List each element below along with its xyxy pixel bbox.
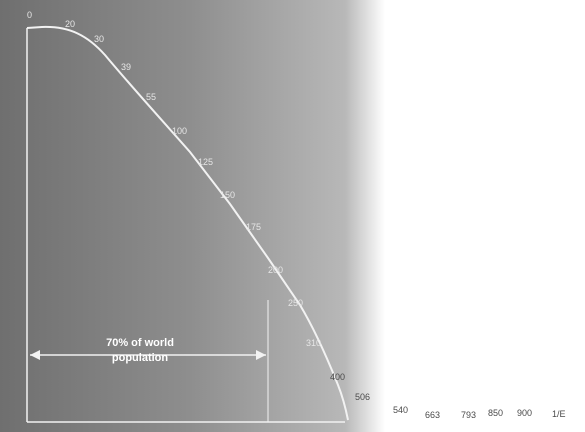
point-label-2: 30 xyxy=(94,34,104,44)
point-label-6: 125 xyxy=(198,157,213,167)
annotation-line-2: population xyxy=(112,352,168,364)
point-label-14: 540 xyxy=(393,405,408,415)
annotation-arrow-right xyxy=(256,350,266,360)
point-label-13: 506 xyxy=(355,392,370,402)
annotation-line-1: 70% of world xyxy=(106,337,174,349)
point-label-4: 55 xyxy=(146,92,156,102)
annotation-arrow-left xyxy=(30,350,40,360)
point-label-1: 20 xyxy=(65,19,75,29)
point-label-15: 663 xyxy=(425,410,440,420)
point-label-19: 1/E xyxy=(552,409,566,419)
point-label-7: 150 xyxy=(220,190,235,200)
chart-panel xyxy=(0,0,345,432)
point-label-5: 100 xyxy=(172,126,187,136)
panel-fade xyxy=(345,0,385,432)
point-labels: 0 20 30 39 55 100 125 150 175 200 250 310 400 506 540 6… xyxy=(27,10,566,420)
point-label-10: 250 xyxy=(288,298,303,308)
point-label-8: 175 xyxy=(246,222,261,232)
point-label-18: 900 xyxy=(517,408,532,418)
point-label-9: 200 xyxy=(268,265,283,275)
point-label-3: 39 xyxy=(121,62,131,72)
point-label-16: 793 xyxy=(461,410,476,420)
point-label-12: 400 xyxy=(330,372,345,382)
point-label-0: 0 xyxy=(27,10,32,20)
point-label-17: 850 xyxy=(488,408,503,418)
point-label-11: 310 xyxy=(306,338,321,348)
series-line xyxy=(26,25,349,421)
